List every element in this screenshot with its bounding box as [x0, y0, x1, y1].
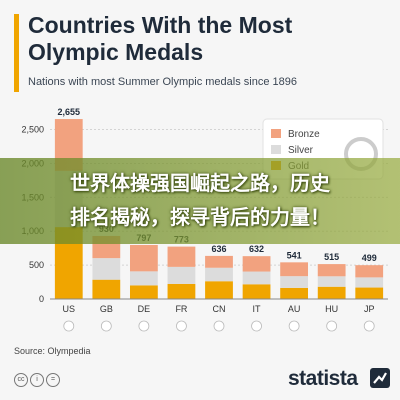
x-tick-label: AU [288, 304, 301, 314]
banner-text-line-1: 世界体操强国崛起之路，历史 [70, 171, 330, 195]
overlay-banner [0, 158, 400, 244]
bar-segment-gold [167, 283, 196, 299]
data-label-total: 541 [287, 250, 302, 260]
data-label-total: 499 [362, 253, 377, 263]
source-note: Source: Olympedia [14, 346, 91, 356]
bar-segment-silver [317, 276, 346, 287]
bar-segment-silver [129, 271, 158, 286]
bar-segment-gold [92, 279, 121, 299]
legend-swatch-bronze [271, 129, 281, 138]
flag-icon [100, 320, 112, 332]
bar-segment-gold [129, 285, 158, 299]
flag-icon [363, 320, 375, 332]
flag-icon [213, 320, 225, 332]
chart-subtitle: Nations with most Summer Olympic medals … [28, 76, 297, 88]
banner-text-line-2: 排名揭秘，探寻背后的力量！ [70, 205, 330, 229]
statista-logo-mark-icon [370, 368, 390, 388]
bar-segment-silver [92, 258, 121, 280]
bar-segment-bronze [355, 265, 384, 278]
y-tick-label: 2,500 [21, 125, 44, 135]
bar-segment-bronze [280, 262, 309, 277]
x-tick-label: JP [364, 304, 375, 314]
flag-icon [176, 320, 187, 332]
cc-license-icon[interactable]: cc [14, 373, 28, 387]
bar-segment-silver [167, 266, 196, 284]
flag-icon [138, 320, 150, 332]
x-tick-label: US [63, 304, 76, 314]
legend-label-bronze: Bronze [288, 129, 320, 140]
bar-segment-bronze [317, 264, 346, 277]
bar-segment-silver [205, 267, 233, 282]
legend-swatch-silver [271, 145, 281, 154]
title-accent-bar [14, 14, 19, 92]
y-tick-label: 0 [39, 294, 44, 304]
bar-segment-silver [355, 277, 384, 288]
data-label-total: 632 [249, 244, 264, 254]
x-tick-label: FR [175, 304, 187, 314]
chart-title: Countries With the Most Olympic Medals [28, 12, 293, 65]
x-tick-label: DE [138, 304, 151, 314]
x-tick-label: HU [325, 304, 338, 314]
x-tick-label: CN [213, 304, 226, 314]
flag-icon [326, 320, 338, 332]
bar-segment-bronze [205, 255, 233, 268]
flag-icon [63, 320, 75, 332]
data-label-total: 636 [211, 244, 226, 254]
no-derivatives-icon[interactable]: = [46, 373, 60, 387]
data-label-total: 515 [324, 252, 339, 262]
bar-segment-gold [355, 287, 384, 299]
bar-segment-bronze [167, 246, 196, 267]
bar-segment-gold [242, 284, 271, 299]
attribution-icon[interactable]: i [30, 373, 44, 387]
statista-logo[interactable]: statista [288, 367, 358, 390]
data-label-total: 2,655 [58, 107, 81, 117]
bar-segment-silver [280, 276, 309, 288]
legend-label-silver: Silver [288, 145, 314, 156]
bar-segment-bronze [242, 256, 271, 272]
bar-segment-silver [242, 271, 271, 285]
flag-icon [251, 320, 262, 332]
bar-segment-gold [205, 281, 233, 299]
y-tick-label: 500 [29, 260, 44, 270]
x-tick-label: IT [253, 304, 262, 314]
bar-segment-bronze [129, 244, 158, 272]
bar-segment-gold [317, 286, 346, 299]
bar-segment-gold [280, 287, 309, 299]
x-tick-label: GB [100, 304, 113, 314]
flag-icon [288, 320, 300, 332]
